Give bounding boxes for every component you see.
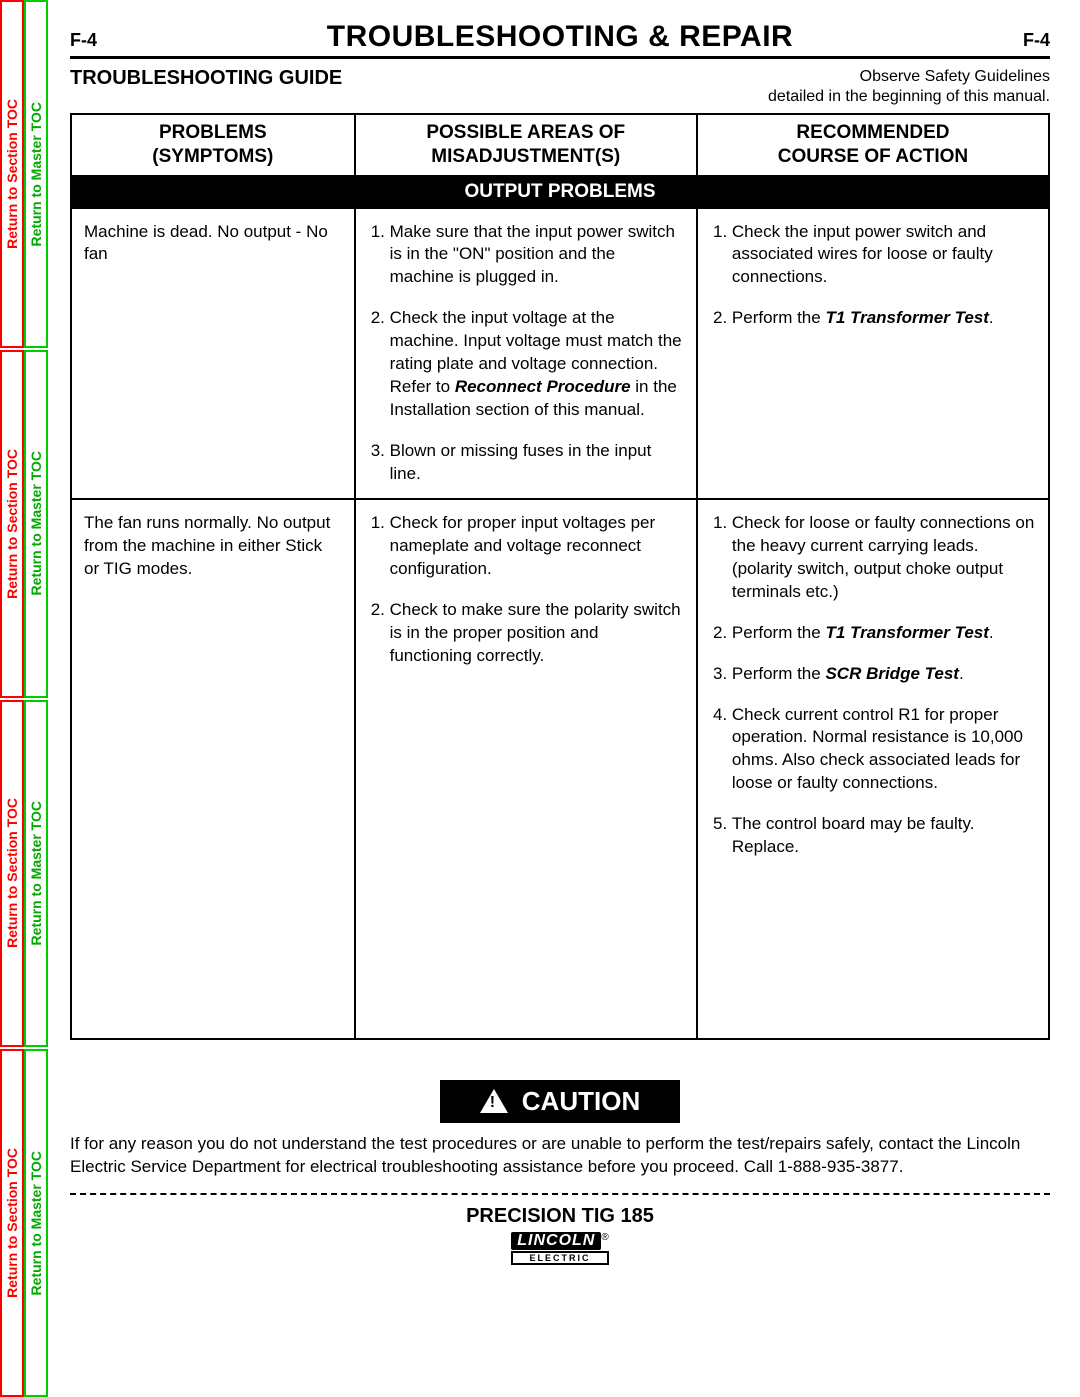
misadjustment-cell: Check for proper input voltages per name… [355, 499, 697, 1039]
action-cell: Check the input power switch and associa… [697, 208, 1049, 499]
table-header-row: PROBLEMS(SYMPTOMS)POSSIBLE AREAS OFMISAD… [71, 114, 1049, 176]
page-content: F-4 TROUBLESHOOTING & REPAIR F-4 TROUBLE… [70, 20, 1050, 1266]
section-toc-tab[interactable]: Return to Section TOC [0, 0, 24, 348]
logo-top: LINCOLN [511, 1232, 601, 1250]
symptom-cell: The fan runs normally. No output from th… [71, 499, 355, 1039]
master-toc-tab[interactable]: Return to Master TOC [24, 1049, 48, 1397]
column-header: PROBLEMS(SYMPTOMS) [71, 114, 355, 176]
table-row: The fan runs normally. No output from th… [71, 499, 1049, 1039]
master-toc-tab[interactable]: Return to Master TOC [24, 700, 48, 1048]
header-row: F-4 TROUBLESHOOTING & REPAIR F-4 [70, 20, 1050, 59]
safety-line2: detailed in the beginning of this manual… [768, 88, 1050, 105]
side-tabs: Return to Section TOCReturn to Section T… [0, 0, 48, 1397]
troubleshooting-table: PROBLEMS(SYMPTOMS)POSSIBLE AREAS OFMISAD… [70, 113, 1050, 1040]
column-header: RECOMMENDEDCOURSE OF ACTION [697, 114, 1049, 176]
caution-label: CAUTION [522, 1086, 640, 1117]
lincoln-logo: LINCOLN ® ELECTRIC [511, 1232, 608, 1265]
model-name: PRECISION TIG 185 [70, 1205, 1050, 1228]
safety-note: Observe Safety Guidelines detailed in th… [768, 67, 1050, 107]
caution-text: If for any reason you do not understand … [70, 1133, 1050, 1179]
column-header: POSSIBLE AREAS OFMISADJUSTMENT(S) [355, 114, 697, 176]
guide-title: TROUBLESHOOTING GUIDE [70, 67, 342, 90]
master-toc-tab[interactable]: Return to Master TOC [24, 350, 48, 698]
symptom-cell: Machine is dead. No output - No fan [71, 208, 355, 499]
table-row: Machine is dead. No output - No fanMake … [71, 208, 1049, 499]
section-toc-tab[interactable]: Return to Section TOC [0, 1049, 24, 1397]
section-toc-tab[interactable]: Return to Section TOC [0, 350, 24, 698]
caution-banner: CAUTION [440, 1080, 680, 1123]
action-cell: Check for loose or faulty connections on… [697, 499, 1049, 1039]
safety-line1: Observe Safety Guidelines [860, 68, 1050, 85]
logo-bottom: ELECTRIC [511, 1251, 608, 1265]
master-toc-tab[interactable]: Return to Master TOC [24, 0, 48, 348]
section-toc-tab[interactable]: Return to Section TOC [0, 700, 24, 1048]
page-code-right: F-4 [1023, 30, 1050, 51]
page-title: TROUBLESHOOTING & REPAIR [327, 20, 793, 54]
warning-icon [480, 1089, 508, 1113]
section-band: OUTPUT PROBLEMS [71, 176, 1049, 208]
logo-reg: ® [601, 1232, 608, 1243]
footer: PRECISION TIG 185 LINCOLN ® ELECTRIC [70, 1205, 1050, 1266]
divider [70, 1193, 1050, 1195]
page-code-left: F-4 [70, 30, 97, 51]
caution-section: CAUTION If for any reason you do not und… [70, 1080, 1050, 1266]
logo-text: LINCOLN [517, 1232, 595, 1249]
sub-header: TROUBLESHOOTING GUIDE Observe Safety Gui… [70, 67, 1050, 107]
misadjustment-cell: Make sure that the input power switch is… [355, 208, 697, 499]
